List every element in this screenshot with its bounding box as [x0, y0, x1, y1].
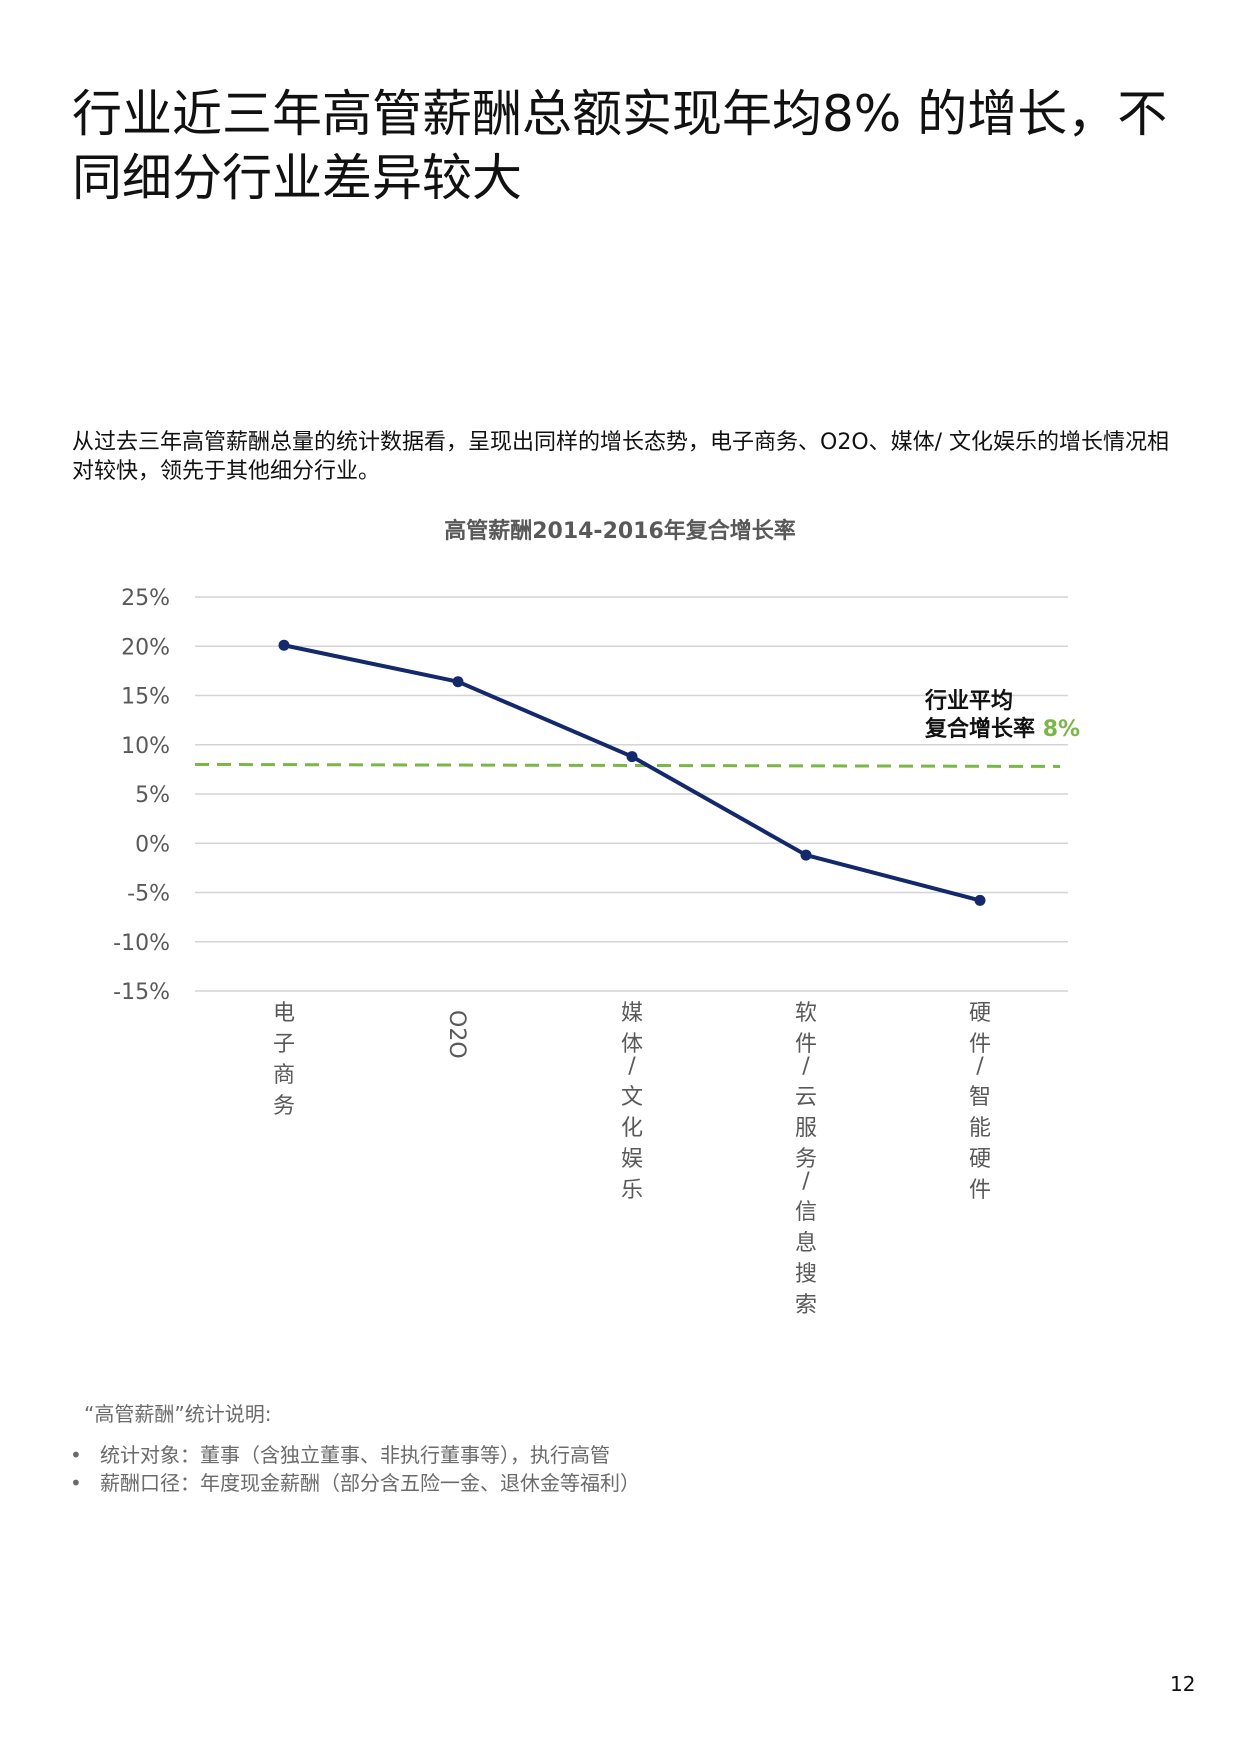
data-point: [626, 751, 638, 763]
y-tick-label: 25%: [121, 586, 170, 611]
x-tick-label: 软件/云服务/信息搜索: [795, 1001, 817, 1318]
annotation-line-2: 复合增长率: [925, 717, 1036, 742]
annotation-line-1: 行业平均: [925, 689, 1014, 714]
x-tick-label: 硬件/智能硬件: [969, 1001, 991, 1203]
y-tick-label: 20%: [121, 635, 170, 660]
average-growth-annotation: 行业平均 复合增长率 8%: [925, 688, 1080, 744]
stat-notes: “高管薪酬”统计说明: 统计对象：董事（含独立董事、非执行董事等），执行高管 薪…: [70, 1398, 1084, 1497]
y-tick-label: -5%: [127, 882, 170, 907]
notes-item: 薪酬口径：年度现金薪酬（部分含五险一金、退休金等福利）: [70, 1469, 1084, 1497]
data-point: [452, 676, 464, 688]
y-tick-label: 5%: [135, 783, 170, 808]
reference-layer: [194, 762, 1061, 768]
y-tick-label: -15%: [113, 980, 170, 1005]
page-title: 行业近三年高管薪酬总额实现年均8% 的增长，不同细分行业差异较大: [72, 85, 1168, 207]
x-tick-label: 电子商务: [273, 1001, 295, 1119]
intro-text: 从过去三年高管薪酬总量的统计数据看，呈现出同样的增长态势，电子商务、O2O、媒体…: [72, 430, 1170, 484]
growth-rate-line-chart: 25% 20% 15% 10% 5% 0% -5% -10% -15% 电子商务 O2O 媒体/文化…: [113, 586, 1068, 1318]
x-tick-label: 媒体/文化娱乐: [621, 1001, 643, 1203]
notes-item: 统计对象：董事（含独立董事、非执行董事等），执行高管: [70, 1441, 1084, 1469]
page-number: 12: [1170, 1672, 1196, 1696]
data-point: [974, 894, 986, 906]
x-axis-ticks: 电子商务 O2O 媒体/文化娱乐 软件/云服务/信息搜索 硬件/智能硬件: [273, 1001, 991, 1318]
notes-heading: “高管薪酬”统计说明:: [84, 1402, 272, 1426]
series-layer: [278, 639, 986, 906]
x-tick-label: O2O: [444, 1010, 469, 1059]
y-axis-ticks: 25% 20% 15% 10% 5% 0% -5% -10% -15%: [113, 586, 170, 1005]
series-line: [283, 643, 981, 903]
data-point: [278, 639, 290, 651]
y-tick-label: -10%: [113, 931, 170, 956]
chart-title: 高管薪酬2014-2016年复合增长率: [444, 519, 796, 544]
y-tick-label: 15%: [121, 685, 170, 710]
y-tick-label: 0%: [135, 832, 170, 857]
annotation-value: 8%: [1042, 717, 1081, 742]
grid-layer: [195, 596, 1068, 992]
notes-list: 统计对象：董事（含独立董事、非执行董事等），执行高管 薪酬口径：年度现金薪酬（部…: [70, 1441, 1084, 1497]
data-point: [800, 849, 812, 861]
average-reference-line: [194, 762, 1061, 768]
y-tick-label: 10%: [121, 734, 170, 759]
